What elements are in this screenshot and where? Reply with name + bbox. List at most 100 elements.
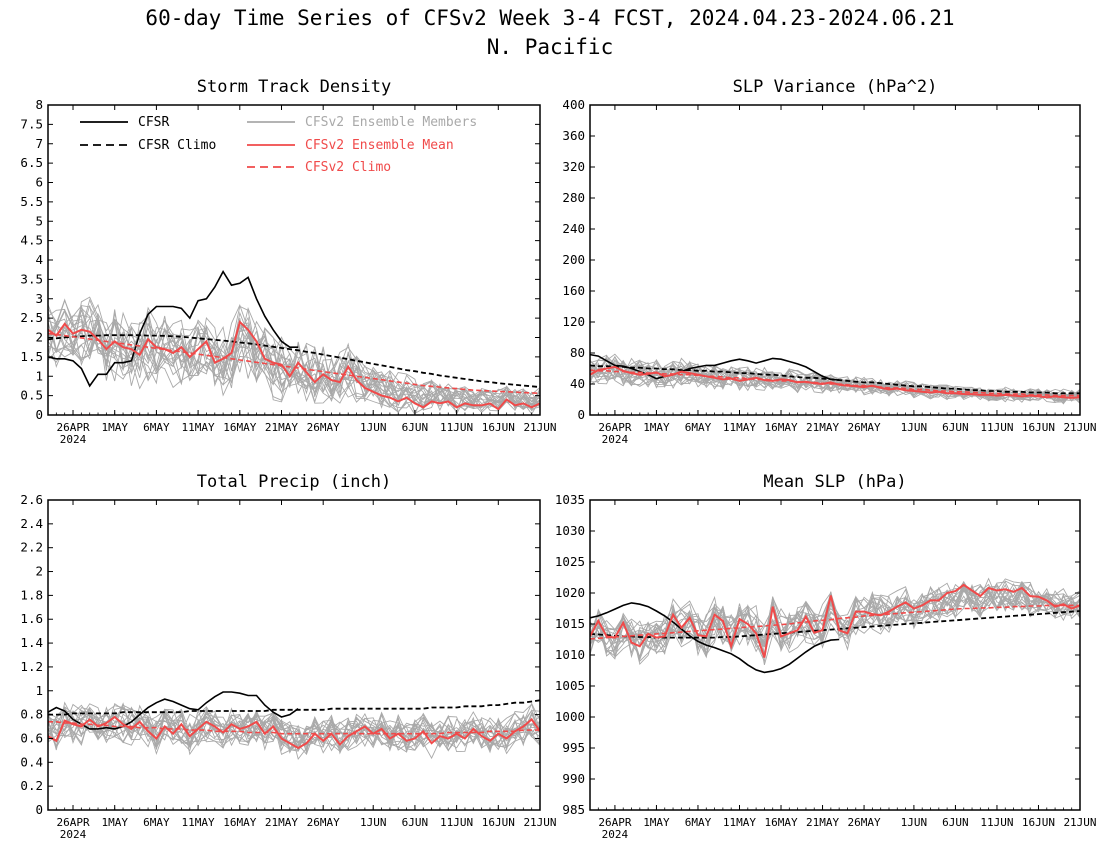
plot-frame (589, 499, 1081, 811)
ensemble-member-line (48, 305, 540, 409)
x-tick-label: 1JUN (901, 816, 928, 829)
cfsv2-climo-line (48, 332, 540, 395)
ensemble-member-line (48, 710, 540, 752)
y-tick-label: 1.5 (20, 349, 43, 364)
y-tick-label: 1.4 (20, 635, 43, 650)
legend-label: CFSv2 Ensemble Members (305, 115, 477, 130)
y-tick-label: 1.6 (20, 611, 43, 626)
x-tick-label: 1MAY (643, 816, 670, 829)
x-tick-label: 11JUN (440, 421, 473, 434)
cfsr-line (48, 691, 299, 730)
chart-panel-2: SLP Variance (hPa^2) 0 40 80 120 160 200 240 280… (562, 77, 1096, 446)
y-tick-label: 1015 (555, 616, 585, 631)
cfsr-line (590, 602, 840, 674)
x-tick-label: 26MAY (307, 421, 340, 434)
x-tick-label: 21MAY (806, 816, 839, 829)
legend-label: CFSR (138, 115, 169, 130)
chart-panel-3: Total Precip (inch) 0 0.2 0.4 0.6 0.8 1 1.2 1.4 1… (20, 472, 556, 841)
chart-panel-1: Storm Track Density 0 0.5 1 1.5 2 2.5 3 3.5 4 4.5 5… (20, 77, 556, 446)
y-tick-label: 200 (562, 252, 585, 267)
y-tick-label: 160 (562, 283, 585, 298)
cfsv2-climo-line (590, 369, 1080, 397)
x-year-label: 2024 (602, 828, 629, 841)
x-tick-label: 11MAY (723, 816, 756, 829)
y-tick-label: 2 (35, 564, 43, 579)
y-tick-label: 0.4 (20, 754, 43, 769)
legend-label: CFSv2 Ensemble Mean (305, 138, 454, 153)
y-tick-label: 280 (562, 190, 585, 205)
x-tick-label: 1JUN (360, 816, 387, 829)
y-tick-label: 5 (35, 213, 43, 228)
x-tick-label: 1MAY (643, 421, 670, 434)
y-tick-label: 1020 (555, 585, 585, 600)
y-tick-label: 1025 (555, 554, 585, 569)
x-tick-label: 1MAY (101, 816, 128, 829)
y-tick-label: 1000 (555, 709, 585, 724)
x-tick-label: 11JUN (980, 421, 1013, 434)
y-tick-label: 7.5 (20, 116, 43, 131)
x-tick-label: 6MAY (143, 816, 170, 829)
y-tick-label: 1035 (555, 492, 585, 507)
x-tick-label: 11MAY (723, 421, 756, 434)
x-tick-label: 26MAY (848, 421, 881, 434)
x-tick-label: 16MAY (223, 421, 256, 434)
x-tick-label: 6JUN (402, 421, 429, 434)
y-tick-label: 120 (562, 314, 585, 329)
ensemble-mean-line (590, 365, 1080, 399)
y-tick-label: 0 (577, 407, 585, 422)
figure-subtitle: N. Pacific (486, 35, 614, 59)
y-tick-label: 0 (35, 802, 43, 817)
x-tick-label: 26MAY (848, 816, 881, 829)
ensemble-member-line (48, 315, 540, 415)
x-tick-label: 6MAY (143, 421, 170, 434)
panel-title: Storm Track Density (197, 77, 391, 97)
x-tick-label: 21JUN (1063, 421, 1096, 434)
x-tick-label: 21JUN (1063, 816, 1096, 829)
x-tick-label: 21MAY (265, 816, 298, 829)
x-tick-label: 16JUN (482, 816, 515, 829)
panel-title: Total Precip (inch) (197, 472, 391, 492)
legend: CFSR CFSR Climo CFSv2 Ensemble Members CFSv… (80, 115, 477, 175)
y-tick-label: 1010 (555, 647, 585, 662)
cfsr-climo-line (590, 610, 1080, 639)
y-tick-label: 6.5 (20, 155, 43, 170)
x-tick-label: 1MAY (101, 421, 128, 434)
plot-frame (47, 499, 541, 811)
y-tick-label: 240 (562, 221, 585, 236)
x-tick-label: 26APR (598, 421, 631, 434)
cfsr-climo-line (48, 699, 540, 716)
chart-panel-4: Mean SLP (hPa) 985 990 995 1000 1005 1010 1015 1… (555, 472, 1097, 841)
x-tick-label: 26APR (598, 816, 631, 829)
x-year-label: 2024 (60, 828, 87, 841)
y-tick-label: 40 (570, 376, 585, 391)
y-tick-label: 8 (35, 97, 43, 112)
x-tick-label: 16MAY (764, 816, 797, 829)
x-tick-label: 16JUN (1022, 816, 1055, 829)
ensemble-member-line (590, 586, 1080, 663)
x-tick-label: 11JUN (980, 816, 1013, 829)
x-tick-label: 21MAY (265, 421, 298, 434)
ensemble-member-line (48, 702, 540, 752)
x-tick-label: 16MAY (764, 421, 797, 434)
ensemble-mean-line (590, 583, 1080, 658)
x-tick-label: 26APR (56, 816, 89, 829)
y-tick-label: 2.4 (20, 516, 43, 531)
plot-area (48, 269, 540, 415)
x-tick-label: 1JUN (901, 421, 928, 434)
y-tick-label: 7 (35, 136, 43, 151)
ensemble-mean-line (48, 320, 540, 411)
y-tick-label: 4 (35, 252, 43, 267)
x-tick-label: 16MAY (223, 816, 256, 829)
y-tick-label: 1030 (555, 523, 585, 538)
y-tick-label: 2 (35, 330, 43, 345)
cfsr-climo-line (48, 334, 540, 388)
x-tick-label: 21JUN (523, 421, 556, 434)
x-tick-label: 11MAY (182, 816, 215, 829)
cfsr-line (48, 269, 299, 388)
x-tick-label: 6JUN (942, 421, 969, 434)
y-tick-label: 6 (35, 175, 43, 190)
y-tick-label: 3 (35, 291, 43, 306)
x-tick-label: 6JUN (942, 816, 969, 829)
y-tick-label: 0.2 (20, 778, 43, 793)
